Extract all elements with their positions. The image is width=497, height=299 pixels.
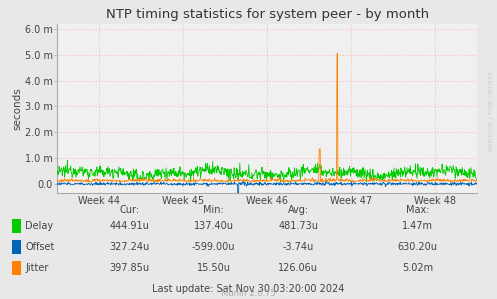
Text: -3.74u: -3.74u (283, 242, 314, 252)
Text: 327.24u: 327.24u (109, 242, 149, 252)
Text: RRDTOOL / TOBI OETIKER: RRDTOOL / TOBI OETIKER (489, 70, 494, 151)
Text: Min:: Min: (203, 205, 224, 215)
Y-axis label: seconds: seconds (12, 87, 22, 130)
Text: 5.02m: 5.02m (402, 263, 433, 273)
Text: 137.40u: 137.40u (194, 221, 234, 231)
Text: Munin 2.0.75: Munin 2.0.75 (221, 289, 276, 298)
Text: 1.47m: 1.47m (402, 221, 433, 231)
Text: Delay: Delay (25, 221, 54, 231)
Text: Jitter: Jitter (25, 263, 49, 273)
Text: Cur:: Cur: (119, 205, 139, 215)
Text: Offset: Offset (25, 242, 55, 252)
Title: NTP timing statistics for system peer - by month: NTP timing statistics for system peer - … (105, 8, 429, 21)
Text: Last update: Sat Nov 30 03:20:00 2024: Last update: Sat Nov 30 03:20:00 2024 (152, 284, 345, 294)
Text: -599.00u: -599.00u (192, 242, 236, 252)
Text: Max:: Max: (406, 205, 429, 215)
Text: 444.91u: 444.91u (109, 221, 149, 231)
Text: Avg:: Avg: (288, 205, 309, 215)
Text: 15.50u: 15.50u (197, 263, 231, 273)
Text: 126.06u: 126.06u (278, 263, 318, 273)
Text: 397.85u: 397.85u (109, 263, 149, 273)
Text: 481.73u: 481.73u (278, 221, 318, 231)
Text: 630.20u: 630.20u (398, 242, 437, 252)
